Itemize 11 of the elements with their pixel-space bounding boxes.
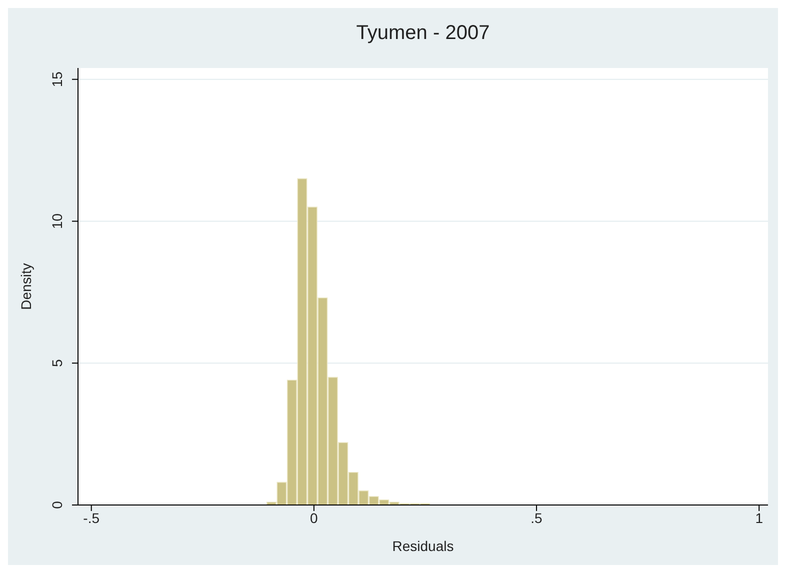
x-tick-label: 1 xyxy=(755,510,764,526)
y-tick-label: 10 xyxy=(49,213,65,230)
x-tick-label: 0 xyxy=(310,510,318,526)
x-axis-title: Residuals xyxy=(392,538,454,554)
x-tick-label: .5 xyxy=(530,510,543,526)
chart-title: Tyumen - 2007 xyxy=(355,22,491,45)
y-tick-label: 0 xyxy=(49,500,65,509)
y-tick-label: 5 xyxy=(49,359,65,368)
y-tick-label: 15 xyxy=(49,71,65,88)
x-tick-label: -.5 xyxy=(83,510,100,526)
y-axis-title: Density xyxy=(18,263,34,310)
